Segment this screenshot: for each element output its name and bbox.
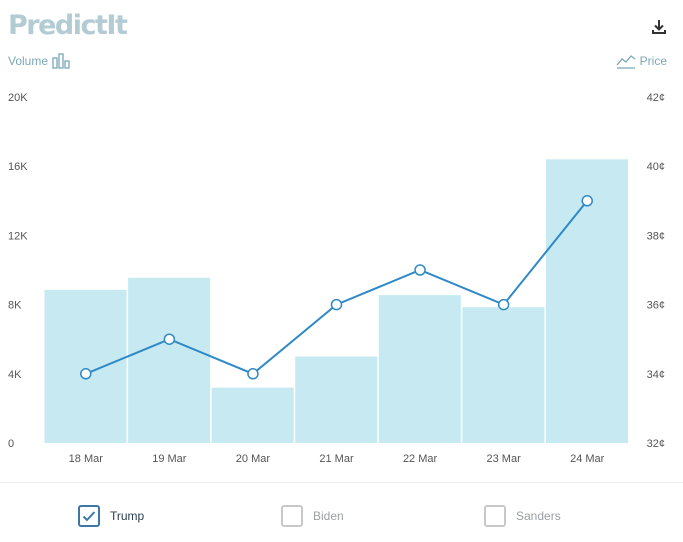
- left-tick-label: 16K: [8, 161, 28, 173]
- volume-price-chart: 0 4K 8K 12K 16K 20K 32¢ 34¢ 36¢ 38¢ 40¢ 42¢ 18 Mar 19…: [8, 92, 665, 465]
- x-tick-label: 19 Mar: [152, 453, 187, 465]
- left-tick-label: 8K: [8, 300, 22, 312]
- volume-label-text: Volume: [8, 54, 49, 68]
- volume-bar: [211, 387, 294, 443]
- x-tick-label: 21 Mar: [319, 453, 354, 465]
- predictit-logo: PredictIt: [8, 10, 128, 41]
- sanders-checkbox[interactable]: [484, 505, 506, 527]
- candidate-toggle-sanders[interactable]: Sanders: [484, 505, 561, 527]
- volume-bar: [44, 289, 127, 443]
- right-tick-label: 36¢: [647, 300, 665, 312]
- right-tick-label: 32¢: [647, 438, 665, 450]
- right-tick-label: 38¢: [647, 230, 665, 242]
- price-point: [247, 368, 259, 380]
- x-tick-label: 24 Mar: [570, 453, 605, 465]
- candidate-legend: Trump Biden Sanders: [0, 482, 683, 542]
- candidate-label-sanders: Sanders: [516, 509, 561, 523]
- price-point: [163, 333, 176, 345]
- price-label-text: Price: [639, 54, 667, 68]
- price-point: [497, 298, 510, 311]
- right-tick-label: 40¢: [647, 161, 665, 173]
- trump-checkbox[interactable]: [78, 505, 100, 527]
- right-tick-label: 42¢: [647, 92, 665, 104]
- candidate-label-biden: Biden: [313, 509, 344, 523]
- download-icon[interactable]: [650, 18, 668, 36]
- left-tick-label: 20K: [8, 92, 28, 104]
- volume-axis-label: Volume: [8, 53, 70, 69]
- left-tick-label: 4K: [8, 369, 22, 381]
- x-tick-label: 22 Mar: [403, 453, 438, 465]
- volume-bar: [378, 295, 461, 443]
- volume-bar: [295, 356, 378, 443]
- x-tick-label: 20 Mar: [236, 453, 271, 465]
- price-point: [414, 264, 426, 276]
- left-tick-label: 12K: [8, 230, 28, 242]
- price-point: [581, 195, 593, 207]
- candidate-label-trump: Trump: [110, 509, 145, 523]
- x-tick-label: 23 Mar: [487, 453, 522, 465]
- x-tick-label: 18 Mar: [69, 453, 104, 465]
- left-tick-label: 0: [8, 438, 14, 450]
- right-tick-label: 34¢: [647, 369, 665, 381]
- line-chart-icon: [616, 55, 636, 69]
- candidate-toggle-biden[interactable]: Biden: [281, 505, 344, 527]
- candidate-toggle-trump[interactable]: Trump: [78, 505, 144, 527]
- price-axis-label: Price: [616, 53, 667, 69]
- biden-checkbox[interactable]: [281, 505, 303, 527]
- volume-bar: [128, 277, 211, 443]
- bar-chart-icon: [52, 53, 70, 69]
- price-point: [80, 368, 92, 380]
- volume-bar: [545, 159, 628, 443]
- volume-bar: [462, 307, 545, 443]
- price-point: [330, 298, 343, 311]
- check-icon: [82, 511, 96, 522]
